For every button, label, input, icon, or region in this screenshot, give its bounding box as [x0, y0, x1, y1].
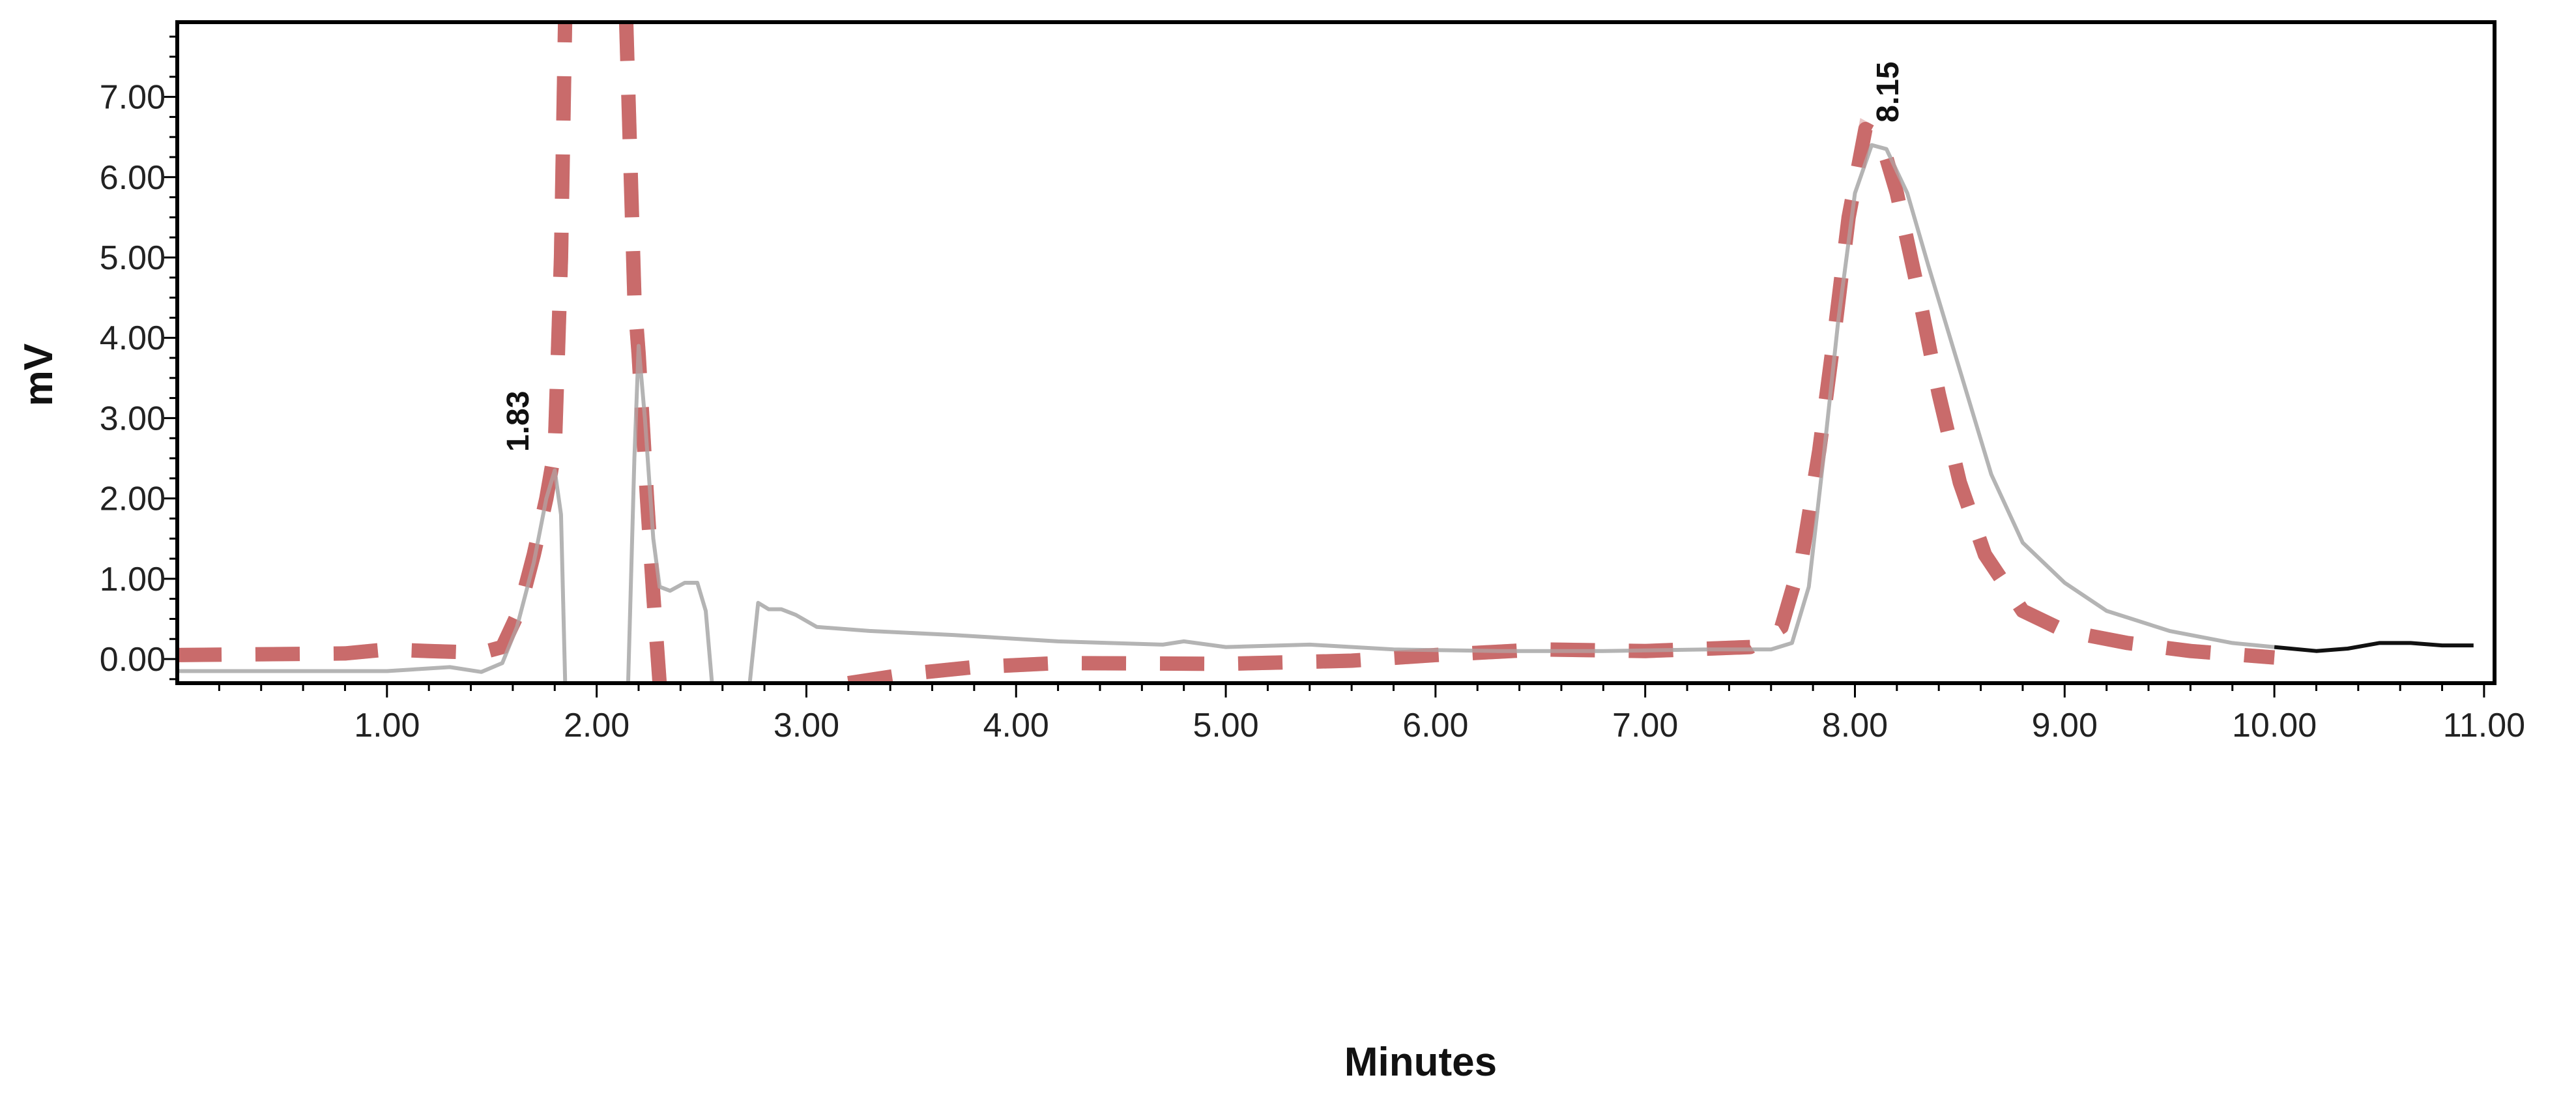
y-tick-label: 4.00 [100, 319, 166, 357]
y-axis-title: mV [16, 344, 61, 406]
peak-label: 1.83 [501, 391, 536, 452]
gray-series-line [177, 143, 2275, 683]
dashed-series-overlay [177, 22, 2275, 683]
x-tick-label: 8.00 [1822, 707, 1888, 744]
black-series-line [2274, 641, 2474, 653]
x-tick-label: 11.00 [2443, 707, 2525, 744]
x-tick-label: 10.00 [2232, 707, 2317, 744]
x-axis-title: Minutes [1344, 1040, 1497, 1085]
y-tick-label: 7.00 [100, 79, 166, 117]
y-tick-label: 6.00 [100, 159, 166, 197]
y-tick-label: 5.00 [100, 239, 166, 277]
y-axis: 0.00 1.00 2.00 3.00 4.00 5.00 6.00 7.00 [100, 35, 177, 681]
peak-labels: 1.83 8.15 [501, 61, 1905, 452]
x-tick-label: 1.00 [354, 707, 420, 744]
y-tick-label: 2.00 [100, 480, 166, 518]
peak-label: 8.15 [1871, 61, 1905, 122]
plot-frame [175, 20, 2496, 685]
x-tick-label: 5.00 [1193, 707, 1258, 744]
x-tick-label: 2.00 [564, 707, 630, 744]
dashed-series-line [177, 22, 2275, 683]
x-tick-label: 3.00 [774, 707, 839, 744]
x-tick-label: 6.00 [1402, 707, 1468, 744]
x-axis: 1.00 2.00 3.00 4.00 5.00 6.00 7.00 8.00 9.00 10.0… [218, 683, 2525, 744]
y-tick-label: 0.00 [100, 641, 166, 679]
y-tick-label: 1.00 [100, 561, 166, 598]
series-layer [177, 22, 2474, 683]
x-tick-label: 7.00 [1612, 707, 1678, 744]
x-tick-label: 4.00 [983, 707, 1049, 744]
x-tick-label: 9.00 [2032, 707, 2098, 744]
y-tick-label: 3.00 [100, 400, 166, 437]
